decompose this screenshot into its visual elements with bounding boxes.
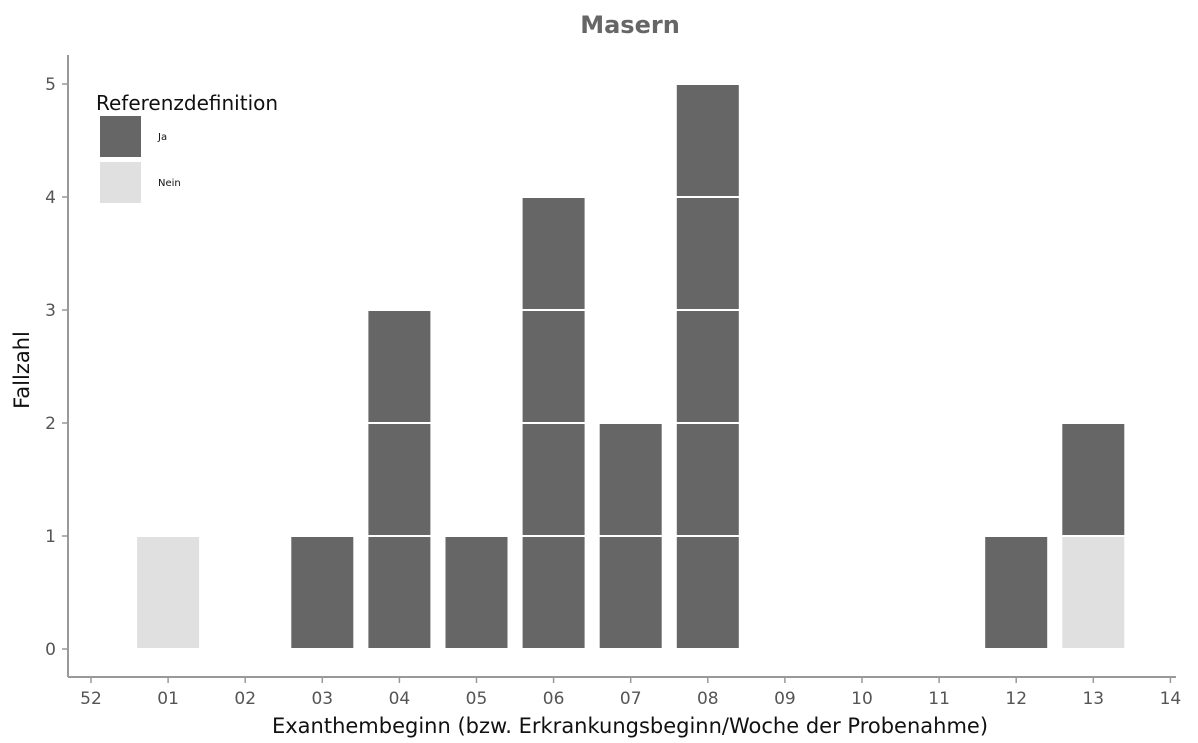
bars	[135, 83, 1127, 650]
bar-box-07-ja-1	[597, 535, 664, 650]
bar-box-08-ja-1	[674, 535, 741, 650]
bar-box-04-ja-3	[366, 309, 433, 424]
bar-box-07-ja-2	[597, 422, 664, 537]
x-tick-label-13: 13	[1082, 689, 1104, 709]
bar-box-04-ja-2	[366, 422, 433, 537]
x-tick-label-03: 03	[311, 689, 333, 709]
legend-key-nein	[98, 160, 143, 205]
legend: Referenzdefinition Ja Nein	[96, 91, 278, 205]
chart-title: Masern	[580, 11, 680, 39]
bar-box-06-ja-2	[520, 422, 587, 537]
x-axis-label: Exanthembeginn (bzw. Erkrankungsbeginn/W…	[272, 714, 988, 738]
legend-title: Referenzdefinition	[96, 91, 278, 115]
x-tick-label-08: 08	[697, 689, 719, 709]
x-tick-label-14: 14	[1160, 689, 1182, 709]
bar-box-06-ja-1	[520, 535, 587, 650]
x-tick-label-06: 06	[543, 689, 565, 709]
x-tick-label-04: 04	[389, 689, 411, 709]
bar-box-05-ja-1	[443, 535, 510, 650]
x-axis-ticks: 52 01 02 03 04 05 06 07 08 09 10 11 12 13 14	[80, 677, 1181, 709]
x-tick-label-01: 01	[157, 689, 179, 709]
x-tick-label-05: 05	[466, 689, 488, 709]
bar-box-06-ja-4	[520, 196, 587, 311]
legend-label-ja: Ja	[157, 132, 167, 143]
bar-box-08-ja-4	[674, 196, 741, 311]
bar-box-13-ja-1	[1060, 422, 1127, 537]
y-axis-ticks: 0 1 2 3 4 5	[45, 75, 68, 660]
bar-box-03-ja-1	[289, 535, 356, 650]
x-tick-label-52: 52	[80, 689, 102, 709]
bar-box-01-nein-1	[135, 535, 202, 650]
y-tick-label-4: 4	[45, 188, 56, 208]
x-tick-label-12: 12	[1005, 689, 1027, 709]
y-tick-label-5: 5	[45, 75, 56, 95]
x-tick-label-07: 07	[620, 689, 642, 709]
legend-key-ja	[98, 114, 143, 159]
x-tick-label-10: 10	[851, 689, 873, 709]
bar-box-08-ja-5	[674, 83, 741, 198]
bar-box-12-ja-1	[983, 535, 1050, 650]
bar-box-04-ja-1	[366, 535, 433, 650]
legend-label-nein: Nein	[158, 178, 181, 189]
bar-box-08-ja-3	[674, 309, 741, 424]
y-tick-label-2: 2	[45, 414, 56, 434]
bar-box-06-ja-3	[520, 309, 587, 424]
y-axis-label: Fallzahl	[10, 331, 34, 409]
bar-box-13-nein-1	[1060, 535, 1127, 650]
x-tick-label-02: 02	[234, 689, 256, 709]
y-tick-label-0: 0	[45, 640, 56, 660]
y-tick-label-3: 3	[45, 301, 56, 321]
x-tick-label-11: 11	[928, 689, 950, 709]
y-tick-label-1: 1	[45, 527, 56, 547]
bar-box-08-ja-2	[674, 422, 741, 537]
x-tick-label-09: 09	[774, 689, 796, 709]
